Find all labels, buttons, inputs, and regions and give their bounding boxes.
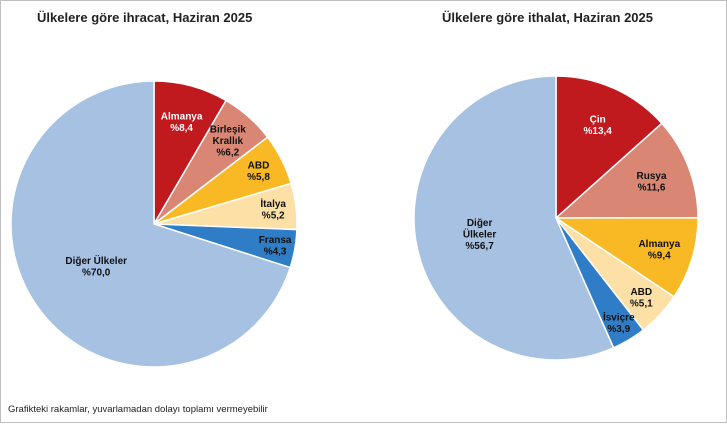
- export-slice-label-1: Birleşik Krallık %6,2: [210, 124, 247, 158]
- import-slice-label-4: İsviçre %3,9: [603, 311, 635, 336]
- import-slice-1: [554, 122, 699, 219]
- import-chart-title: Ülkelere göre ithalat, Haziran 2025: [442, 10, 653, 25]
- import-slice-label-2: Almanya %9,4: [638, 239, 680, 262]
- export-slice-label-2: ABD %5,8: [247, 161, 270, 184]
- import-slice-label-5: Diğer Ülkeler %56,7: [463, 218, 496, 252]
- import-slice-0: [555, 75, 663, 220]
- footnote: Grafikteki rakamlar, yuvarlamadan dolayı…: [8, 404, 268, 415]
- import-slice-5: [413, 75, 615, 361]
- import-slice-label-1: Rusya %11,6: [636, 171, 666, 194]
- export-chart-title: Ülkelere göre ihracat, Haziran 2025: [37, 10, 253, 25]
- import-slice-2: [553, 217, 699, 298]
- export-slice-label-5: Diğer Ülkeler %70,0: [65, 254, 127, 279]
- export-slice-label-3: İtalya %5,2: [260, 197, 286, 222]
- import-slice-label-3: ABD %5,1: [630, 287, 653, 310]
- import-slice-label-0: Çin %13,4: [584, 114, 613, 136]
- export-slice-label-4: Fransa %4,3: [259, 235, 292, 258]
- export-slice-5: [10, 80, 292, 368]
- export-slice-label-0: Almanya %8,4: [161, 112, 203, 135]
